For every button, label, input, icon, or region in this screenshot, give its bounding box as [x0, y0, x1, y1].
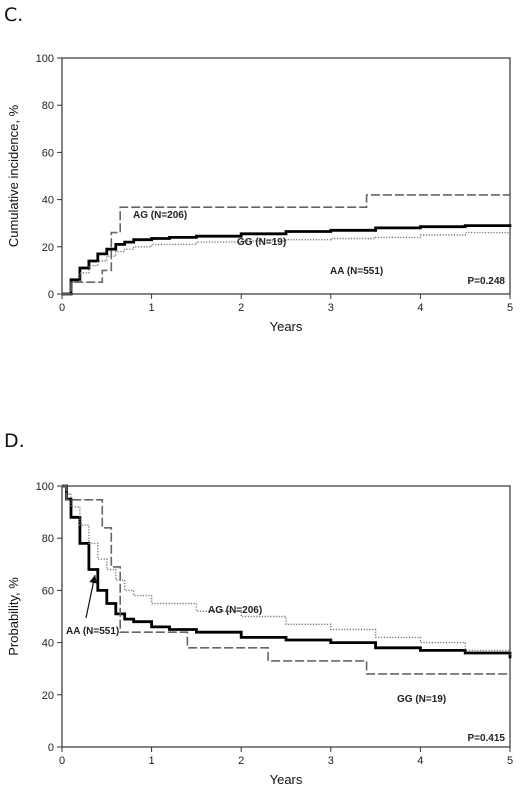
y-tick-label: 80 — [42, 533, 54, 545]
x-tick-label: 3 — [328, 755, 334, 767]
series-line-gg — [62, 194, 510, 295]
x-tick-label: 0 — [59, 302, 65, 314]
y-axis-label: Probability, % — [6, 577, 21, 656]
panel-letter-d: D. — [4, 430, 25, 452]
series-annotation: GG (N=19) — [237, 237, 286, 248]
x-axis-label: Years — [270, 772, 303, 787]
p-value-label: P=0.415 — [467, 733, 505, 744]
x-tick-label: 2 — [238, 302, 244, 314]
y-tick-label: 60 — [42, 147, 54, 159]
p-value-label: P=0.248 — [467, 276, 505, 287]
y-tick-label: 100 — [36, 53, 54, 65]
x-tick-label: 0 — [59, 755, 65, 767]
x-tick-label: 1 — [149, 755, 155, 767]
plot-frame — [61, 57, 511, 295]
series-annotation: AG (N=206) — [133, 210, 187, 221]
plot-frame — [61, 485, 511, 748]
x-tick-label: 3 — [328, 302, 334, 314]
series-line-gg — [62, 485, 510, 675]
annotation-arrowhead — [89, 575, 98, 584]
x-axis-label: Years — [270, 319, 303, 334]
y-tick-label: 40 — [42, 638, 54, 650]
y-tick-label: 20 — [42, 242, 54, 254]
y-tick-label: 40 — [42, 195, 54, 207]
y-tick-label: 60 — [42, 585, 54, 597]
series-annotation: GG (N=19) — [397, 694, 446, 705]
x-tick-label: 5 — [507, 755, 513, 767]
x-tick-label: 4 — [417, 755, 423, 767]
series-line-ag — [62, 485, 511, 656]
series-line-aa — [62, 484, 512, 659]
panel-letter-c: C. — [4, 4, 24, 26]
x-tick-label: 4 — [417, 302, 423, 314]
x-tick-label: 1 — [149, 302, 155, 314]
series-annotation: AA (N=551) — [66, 626, 119, 637]
y-tick-label: 100 — [36, 481, 54, 493]
y-axis-label: Cumulative incidence, % — [6, 104, 21, 247]
series-annotation: AG (N=206) — [208, 605, 262, 616]
y-tick-label: 20 — [42, 690, 54, 702]
series-line-aa — [62, 224, 512, 296]
x-tick-label: 2 — [238, 755, 244, 767]
y-tick-label: 0 — [48, 289, 54, 301]
series-annotation: AA (N=551) — [330, 266, 383, 277]
x-tick-label: 5 — [507, 302, 513, 314]
y-tick-label: 80 — [42, 100, 54, 112]
y-tick-label: 0 — [48, 742, 54, 754]
